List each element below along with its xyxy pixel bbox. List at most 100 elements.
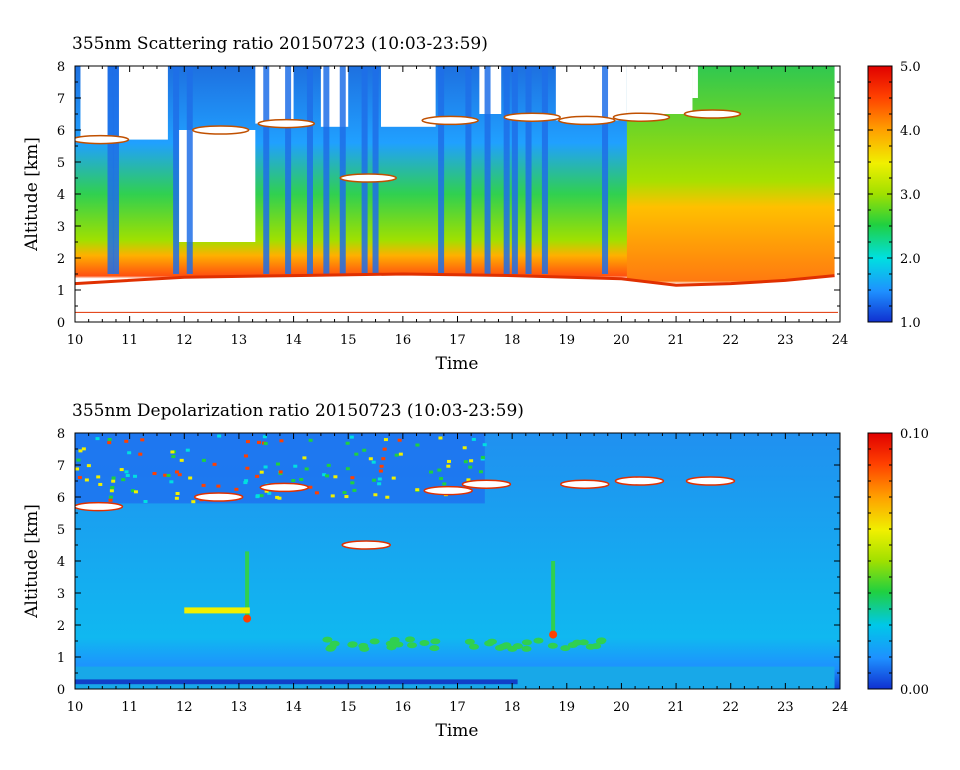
low-layer-blob: [464, 638, 475, 645]
cloud-layer-mark: [683, 109, 742, 119]
depol-speckle: [255, 474, 260, 478]
depol-speckle: [108, 495, 113, 499]
depol-speckle: [169, 480, 174, 484]
y-tick-label: 2: [57, 619, 65, 634]
depol-speckle: [322, 473, 327, 477]
masked-region: [80, 66, 108, 137]
x-tick-label: 11: [121, 700, 138, 715]
depol-speckle: [201, 458, 206, 462]
cloud-layer-mark: [612, 112, 671, 122]
depol-speckle: [163, 473, 168, 477]
x-tick-label: 15: [340, 700, 357, 715]
depol-speckle: [304, 467, 309, 471]
depol-speckle: [75, 467, 80, 471]
depol-speckle: [84, 478, 89, 482]
colorbar-ticks: 1.0 2.0 3.0 4.0 5.0: [868, 60, 921, 331]
depol-speckle: [429, 470, 434, 474]
depol-speckle: [244, 479, 249, 483]
depol-speckle: [391, 476, 396, 480]
depol-speckle: [372, 478, 377, 482]
cloud-depol-mark: [685, 476, 736, 486]
cloud-depol-mark: [423, 485, 473, 496]
depol-speckle: [95, 437, 100, 441]
depol-speckle: [480, 457, 485, 461]
depol-speckle: [111, 479, 116, 483]
y-tick-label: 2: [57, 252, 65, 267]
depol-speckle: [415, 488, 420, 492]
depol-hotspot: [549, 630, 558, 639]
depol-speckle: [256, 440, 261, 444]
depol-speckle: [446, 459, 451, 463]
x-axis-label: Time: [436, 721, 479, 741]
depol-speckle: [125, 473, 130, 477]
x-tick-label: 18: [504, 700, 521, 715]
scattering-ratio-panel: 355nm Scattering ratio 20150723 (10:03-2…: [22, 34, 921, 374]
low-layer-blob: [325, 645, 336, 652]
low-layer-blob: [369, 638, 380, 645]
x-tick-label: 10: [67, 333, 84, 348]
clear-air-streak: [541, 66, 548, 274]
depol-speckle: [98, 482, 103, 486]
depol-speckle: [245, 440, 250, 444]
clear-air-streak: [465, 66, 472, 274]
depol-speckle: [177, 473, 182, 477]
depol-speckle: [381, 457, 386, 461]
x-tick-label: 21: [668, 700, 685, 715]
depolarization-ratio-panel: 355nm Depolarization ratio 20150723 (10:…: [22, 401, 929, 741]
depol-speckle: [171, 455, 176, 459]
x-tick-label: 19: [559, 333, 576, 348]
clear-air-streak: [525, 66, 532, 274]
x-tick-label: 12: [176, 700, 193, 715]
ground-band: [75, 679, 518, 685]
y-tick-label: 7: [57, 92, 65, 107]
depol-speckle: [76, 458, 81, 462]
low-layer-blob: [596, 637, 607, 644]
y-tick-label: 0: [57, 683, 65, 698]
cloud-layer-mark: [257, 118, 315, 129]
clear-air-streak: [107, 66, 114, 274]
x-tick-label: 24: [832, 700, 849, 715]
y-tick-label: 5: [57, 523, 65, 538]
cloud-depol-mark: [75, 501, 124, 512]
low-layer-blob: [322, 636, 333, 643]
depol-speckle: [345, 441, 350, 445]
x-tick-label: 10: [67, 700, 84, 715]
depol-speckle: [109, 489, 114, 493]
depol-speckle: [133, 490, 138, 494]
depol-speckle: [314, 491, 319, 495]
low-layer-blob: [469, 643, 480, 650]
x-tick-label: 18: [504, 333, 521, 348]
cloud-depol-mark: [461, 479, 512, 489]
x-tick-label: 22: [722, 700, 739, 715]
colorbar-tick-label: 0.10: [900, 427, 929, 442]
depol-speckle: [188, 476, 193, 480]
low-layer-blob: [429, 645, 440, 652]
y-tick-label: 7: [57, 459, 65, 474]
depol-speckle: [344, 495, 349, 499]
depol-hotspot: [243, 614, 252, 623]
x-tick-label: 14: [285, 333, 302, 348]
depol-speckle: [143, 500, 148, 504]
depol-speckle: [377, 482, 382, 486]
depol-speckle: [378, 469, 383, 473]
y-tick-label: 5: [57, 156, 65, 171]
depol-speckle: [293, 464, 298, 468]
depol-speckle: [262, 435, 267, 439]
depol-speckle: [138, 452, 143, 456]
colorbar-tick-label: 5.0: [900, 60, 921, 75]
depol-speckle: [179, 458, 184, 462]
depol-speckle: [437, 468, 442, 472]
chart-title: 355nm Scattering ratio 20150723 (10:03-2…: [72, 34, 488, 54]
depol-speckle: [446, 464, 451, 468]
y-tick-label: 4: [57, 555, 65, 570]
low-layer-blob: [547, 642, 558, 649]
cloud-depol-mark: [259, 482, 309, 493]
x-tick-label: 14: [285, 700, 302, 715]
depol-speckle: [81, 447, 86, 451]
cloud-depol-mark: [341, 540, 391, 550]
depol-speckle: [462, 446, 467, 450]
depol-speckle: [78, 449, 83, 453]
x-tick-label: 22: [722, 333, 739, 348]
cloud-layer-mark: [421, 115, 479, 126]
depol-speckle: [212, 462, 217, 466]
